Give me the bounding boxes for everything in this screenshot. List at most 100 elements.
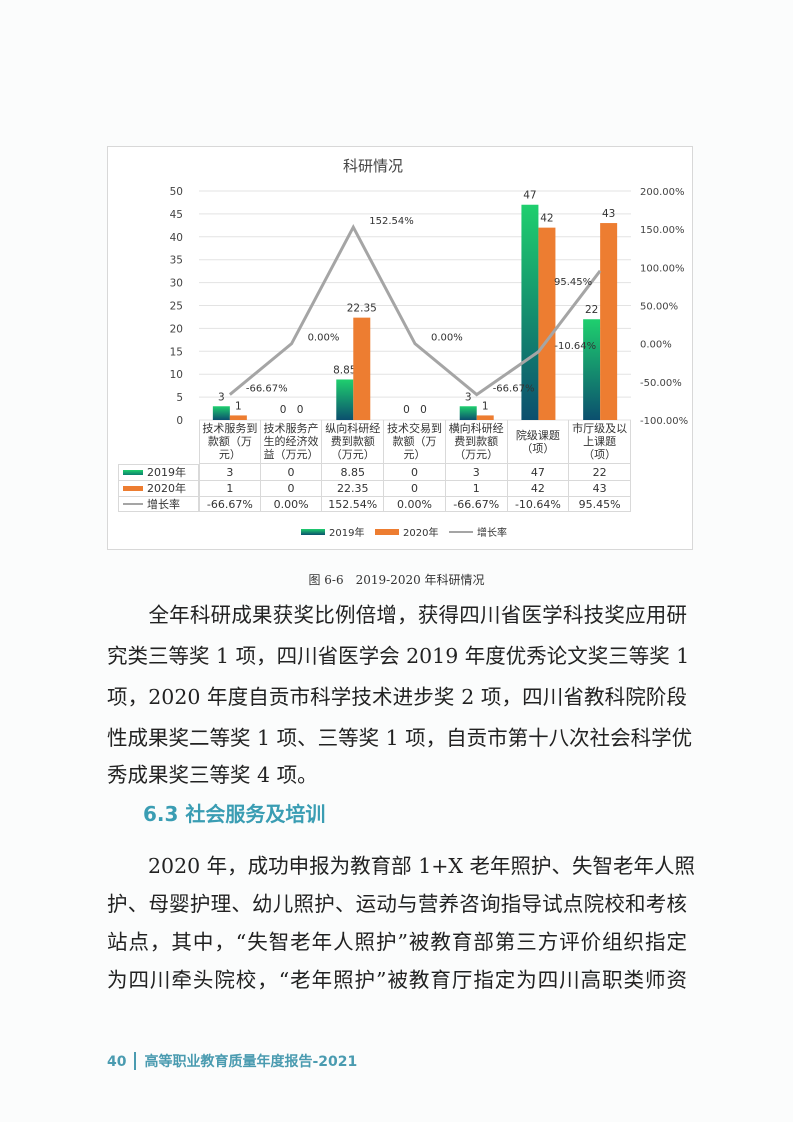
page-footer: 40 高等职业教育质量年度报告-2021 (107, 1051, 357, 1071)
bar-2019 (459, 406, 477, 420)
table-header-cell: 纵向科研经费到款额（万元） (322, 420, 385, 464)
bar-data-label: 0 (403, 404, 410, 416)
table-cell: 1 (199, 481, 261, 497)
bar-data-label: 43 (602, 208, 615, 220)
table-cell: 152.54% (322, 497, 385, 512)
bar-2020 (229, 415, 247, 420)
legend-swatch-0 (301, 529, 325, 535)
text-line: 究类三等奖 1 项，四川省医学会 2019 年度优秀论文奖三等奖 1 (107, 644, 690, 668)
left-axis-tick: 40 (170, 232, 183, 244)
report-title: 高等职业教育质量年度报告-2021 (144, 1054, 358, 1070)
table-header-cell: 技术服务产生的经济效益（万元） (260, 420, 323, 464)
left-axis-tick: 0 (176, 415, 183, 427)
legend-label: 2020年 (403, 526, 438, 539)
table-cell: 0 (384, 481, 446, 497)
table-header-cell: 技术服务到款额（万元） (199, 420, 261, 464)
table-series-name: 2019年 (147, 466, 186, 479)
left-axis-tick: 10 (170, 369, 183, 381)
bar-2019 (521, 204, 539, 420)
bar-data-label: 0 (280, 404, 287, 416)
bar-2019 (336, 379, 354, 420)
left-axis-tick: 45 (170, 209, 183, 221)
table-cell: 0 (260, 481, 323, 497)
right-axis-tick: 0.00% (640, 340, 672, 351)
bar-2020 (476, 415, 494, 420)
chart-canvas: 科研情况05101520253035404550-100.00%-50.00%0… (170, 157, 688, 539)
table-cell: 3 (445, 464, 508, 481)
table-cell: 3 (199, 464, 261, 481)
growth-rate-line (228, 224, 602, 397)
growth-rate-label: 0.00% (308, 333, 340, 344)
table-cell: -10.64% (507, 497, 570, 512)
table-cell: 1 (445, 481, 508, 497)
text-line: 全年科研成果获奖比例倍增，获得四川省医学科技奖应用研 (107, 603, 687, 627)
table-series-name: 2020年 (147, 482, 186, 495)
chart-title: 科研情况 (343, 157, 403, 175)
growth-rate-label: 95.45% (554, 277, 592, 288)
table-series-name: 增长率 (147, 497, 180, 511)
right-axis-tick: 200.00% (640, 187, 685, 198)
right-axis-tick: 100.00% (640, 263, 685, 274)
text-line: 站点，其中，“失智老年人照护”被教育部第三方评价组织指定 (107, 930, 687, 954)
table-cell: 22 (569, 464, 631, 481)
table-header-cell: 横向科研经费到款额（万元） (445, 420, 508, 464)
left-axis-tick: 20 (170, 323, 183, 335)
table-header-cell: 市厅级及以上课题（项） (569, 420, 631, 464)
table-cell: 0 (384, 464, 446, 481)
table-cell: 42 (507, 481, 570, 497)
table-cell: 0 (260, 464, 323, 481)
bar-data-label: 3 (465, 391, 472, 403)
table-cell: 47 (507, 464, 570, 481)
bar-2020 (538, 227, 556, 420)
bar-data-label: 1 (235, 400, 242, 412)
table-cell: 0.00% (384, 497, 446, 512)
table-cell: -66.67% (199, 497, 261, 512)
table-cell: 95.45% (569, 497, 631, 512)
table-header-cell: 技术交易到款额（万元） (384, 420, 446, 464)
footer-divider (134, 1052, 137, 1070)
legend-label: 2019年 (329, 526, 364, 539)
legend-swatch-1 (375, 529, 399, 535)
bar-data-label: 3 (218, 391, 225, 403)
table-legend-swatch (123, 486, 143, 491)
bar-2019 (583, 319, 601, 420)
growth-rate-label: -66.67% (493, 384, 535, 395)
left-axis-tick: 5 (176, 392, 183, 404)
bar-data-label: 22.35 (347, 303, 377, 315)
growth-rate-label: -10.64% (554, 341, 596, 352)
table-cell: 8.85 (322, 464, 385, 481)
table-header-cell: 院级课题（项） (507, 420, 570, 464)
growth-rate-label: 152.54% (369, 216, 414, 227)
text-line: 护、母婴护理、幼儿照护、运动与营养咨询指导试点院校和考核 (107, 892, 687, 916)
left-axis-tick: 35 (170, 255, 183, 267)
table-row-header: 2019年 (118, 464, 199, 481)
bar-data-label: 47 (523, 190, 536, 202)
table-row-header: 2020年 (118, 481, 199, 497)
bar-data-label: 0 (420, 404, 427, 416)
research-chart: 科研情况 0 5 10 15 20 25 30 35 40 45 50 -100.00% -50.00% 0… (107, 146, 693, 550)
table-cell: -66.67% (445, 497, 508, 512)
page-number: 40 (107, 1054, 127, 1070)
bar-data-label: 1 (482, 400, 489, 412)
bar-2019 (212, 406, 230, 420)
right-axis-tick: 150.00% (640, 225, 685, 236)
table-legend-swatch (123, 470, 143, 475)
left-axis-tick: 25 (170, 301, 183, 313)
bar-data-label: 22 (585, 304, 598, 316)
text-line: 性成果奖二等奖 1 项、三等奖 1 项，自贡市第十八次社会科学优 (107, 726, 693, 750)
table-row-header: 增长率 (118, 497, 199, 512)
growth-rate-label: -66.67% (246, 384, 288, 395)
bar-2020 (600, 223, 618, 420)
text-line: 秀成果奖三等奖 4 项。 (107, 763, 318, 787)
legend-label: 增长率 (477, 526, 507, 539)
table-legend-swatch (123, 503, 143, 505)
text-line: 2020 年，成功申报为教育部 1+X 老年照护、失智老年人照 (107, 854, 696, 878)
right-axis-tick: 50.00% (640, 302, 678, 313)
table-cell: 43 (569, 481, 631, 497)
bar-data-label: 8.85 (333, 364, 356, 376)
table-cell: 22.35 (322, 481, 385, 497)
bar-2020 (353, 317, 371, 420)
table-cell: 0.00% (260, 497, 323, 512)
bar-data-label: 0 (297, 404, 304, 416)
left-axis-tick: 50 (170, 186, 183, 198)
